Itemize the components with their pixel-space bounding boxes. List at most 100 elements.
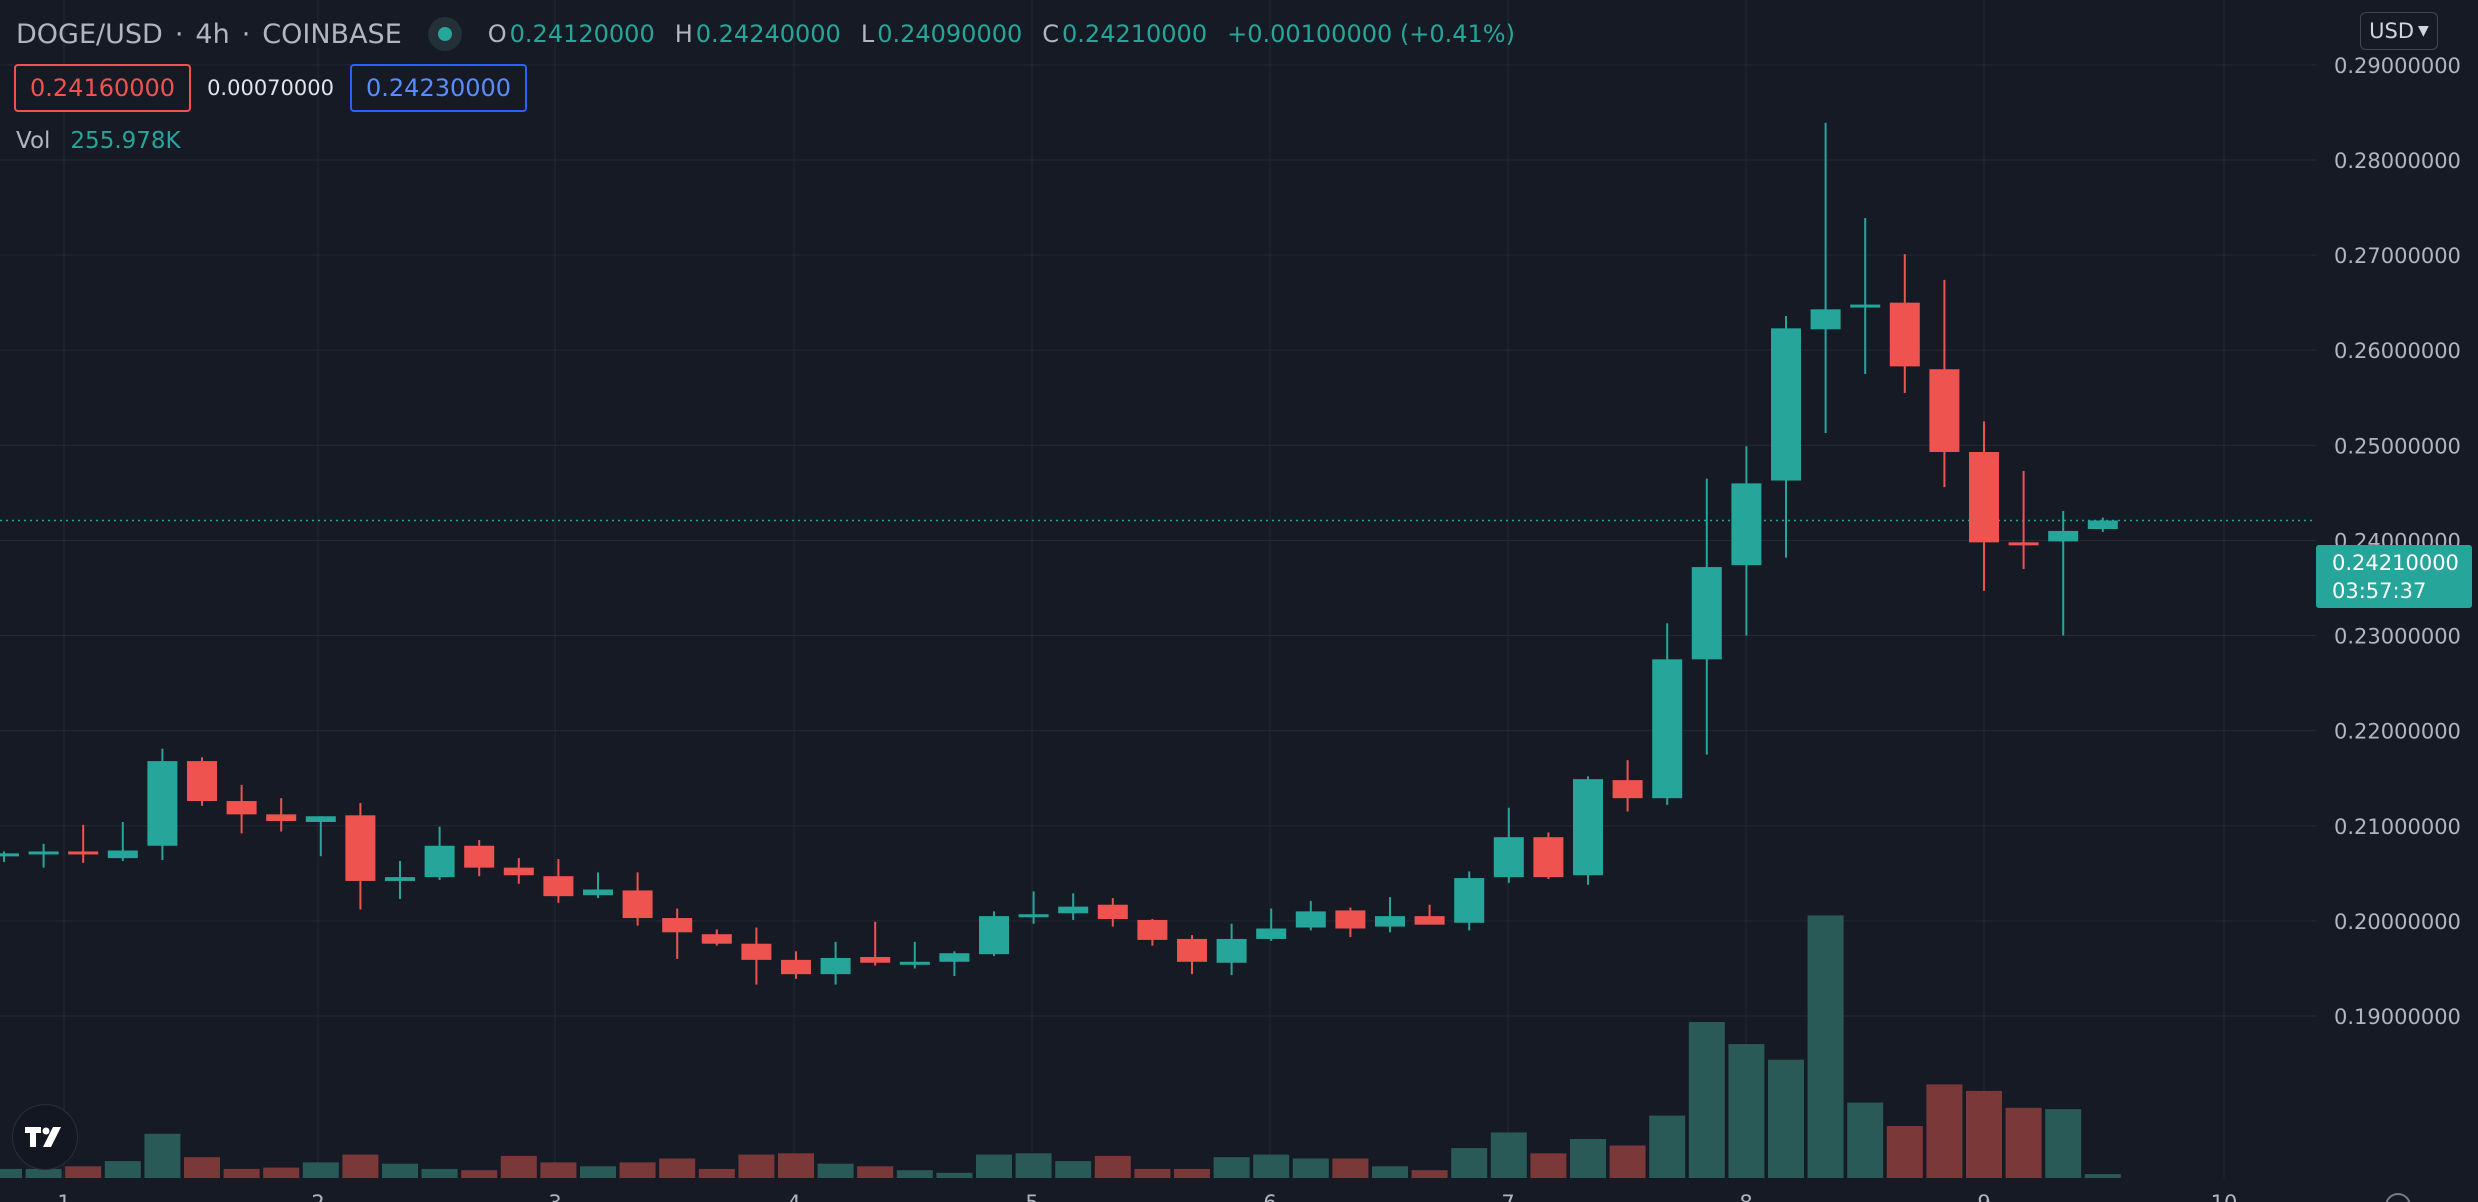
candle-body	[226, 801, 257, 815]
buy-price-button[interactable]: 0.24230000	[350, 64, 528, 112]
price-axis-tick-label: 0.29000000	[2334, 54, 2461, 78]
bar-countdown: 03:57:37	[2332, 579, 2427, 603]
candle-body	[2087, 520, 2118, 530]
candle-body	[68, 851, 99, 855]
volume-bar	[302, 1162, 339, 1178]
sell-price-button[interactable]: 0.24160000	[14, 64, 192, 112]
volume-bar	[1292, 1158, 1329, 1178]
price-axis-tick-label: 0.22000000	[2334, 720, 2461, 744]
candle-body	[2048, 530, 2079, 542]
candle-body	[1969, 451, 1999, 543]
settings-icon[interactable]	[2385, 1193, 2411, 1202]
candle-body	[385, 877, 415, 881]
volume-bar	[65, 1166, 102, 1178]
candle-body	[1137, 919, 1168, 940]
price-axis[interactable]: 0.19000000 0.20000000 0.21000000 0.22000000…	[2334, 54, 2461, 1029]
time-axis[interactable]: 1 2 3 4 5 6 7 8 9 10	[57, 1191, 2237, 1202]
candle-body	[345, 815, 376, 881]
candle-body	[1493, 837, 1524, 878]
candle-body	[622, 890, 653, 919]
price-change: +0.00100000 (+0.41%)	[1227, 20, 1515, 48]
symbol-legend: DOGE/USD · 4h · COINBASE O 0.24120000 H 0.…	[16, 14, 1515, 54]
time-axis-tick-label: 1	[57, 1191, 70, 1202]
volume-bar	[1253, 1154, 1290, 1178]
price-axis-tick-label: 0.19000000	[2334, 1005, 2461, 1029]
time-axis-tick-label: 10	[2211, 1191, 2238, 1202]
symbol-name[interactable]: DOGE/USD	[16, 18, 163, 50]
volume-bar	[1847, 1102, 1884, 1178]
chart-grid	[0, 0, 2316, 1178]
spread-value: 0.00070000	[207, 76, 334, 100]
candle-body	[1691, 567, 1722, 660]
volume-bar	[580, 1166, 616, 1178]
candle-body	[1018, 914, 1049, 918]
candle-body	[820, 957, 851, 975]
candle-body	[583, 889, 613, 896]
candle-body	[147, 761, 178, 846]
time-axis-tick-label: 4	[787, 1191, 800, 1202]
chevron-down-icon: ▼	[2418, 23, 2429, 39]
volume-bar	[500, 1155, 537, 1178]
volume-bar	[25, 1168, 62, 1178]
time-axis-tick-label: 5	[1025, 1191, 1038, 1202]
volume-bar	[936, 1172, 973, 1178]
legend-separator: ·	[174, 18, 184, 50]
volume-bar	[1728, 1044, 1765, 1178]
legend-separator: ·	[241, 18, 251, 50]
open-value: 0.24120000	[509, 20, 655, 48]
price-axis-tick-label: 0.25000000	[2334, 434, 2461, 458]
low-value: 0.24090000	[877, 20, 1023, 48]
price-axis-tick-label: 0.20000000	[2334, 910, 2461, 934]
volume-bar	[1451, 1148, 1488, 1178]
candle-body	[0, 853, 19, 857]
candle-body	[1573, 779, 1603, 876]
candle-body	[701, 934, 732, 944]
candle-body	[1533, 837, 1564, 878]
volume-bar	[896, 1170, 933, 1178]
volume-bar	[1570, 1139, 1606, 1178]
volume-bar	[1926, 1084, 1963, 1178]
currency-label: USD	[2369, 19, 2415, 43]
candle-body	[1850, 304, 1881, 308]
candle-body	[1771, 328, 1801, 481]
volume-bar	[223, 1168, 260, 1178]
volume-bar	[263, 1167, 300, 1178]
candlestick-series	[0, 122, 2118, 985]
last-price-value: 0.24210000	[2332, 551, 2459, 575]
market-status-dot-icon[interactable]	[427, 17, 462, 51]
currency-dropdown[interactable]: USD ▼	[2360, 12, 2438, 50]
volume-bar	[0, 1168, 22, 1178]
price-axis-tick-label: 0.26000000	[2334, 339, 2461, 363]
volume-bar	[976, 1154, 1012, 1178]
volume-bar	[1055, 1161, 1092, 1178]
volume-label[interactable]: Vol	[16, 128, 51, 154]
candle-body	[1058, 906, 1089, 914]
volume-bar	[1688, 1022, 1725, 1178]
time-axis-tick-label: 2	[311, 1191, 324, 1202]
volume-bar	[1134, 1168, 1171, 1178]
price-axis-tick-label: 0.27000000	[2334, 244, 2461, 268]
candle-body	[1097, 904, 1128, 919]
candle-body	[2008, 542, 2039, 546]
volume-bar	[1332, 1158, 1369, 1178]
close-value: 0.24210000	[1062, 20, 1208, 48]
volume-bar	[2045, 1109, 2082, 1178]
volume-bar	[104, 1161, 141, 1178]
last-price-label: 0.24210000 03:57:37	[2316, 545, 2472, 608]
volume-bar	[184, 1157, 220, 1178]
candle-body	[781, 959, 811, 975]
volume-bar	[461, 1170, 498, 1178]
high-value: 0.24240000	[695, 20, 841, 48]
bid-ask-quotes: 0.24160000 0.00070000 0.24230000	[14, 64, 528, 112]
candle-body	[1414, 916, 1445, 925]
interval-label[interactable]: 4h	[195, 18, 230, 50]
time-axis-tick-label: 8	[1739, 1191, 1752, 1202]
volume-bar	[698, 1168, 735, 1178]
volume-bar	[382, 1163, 418, 1178]
volume-bar	[1807, 915, 1844, 1178]
exchange-label: COINBASE	[262, 18, 402, 50]
tradingview-logo-icon[interactable]	[12, 1104, 78, 1170]
volume-bar	[1649, 1115, 1686, 1178]
volume-bar	[857, 1166, 894, 1178]
